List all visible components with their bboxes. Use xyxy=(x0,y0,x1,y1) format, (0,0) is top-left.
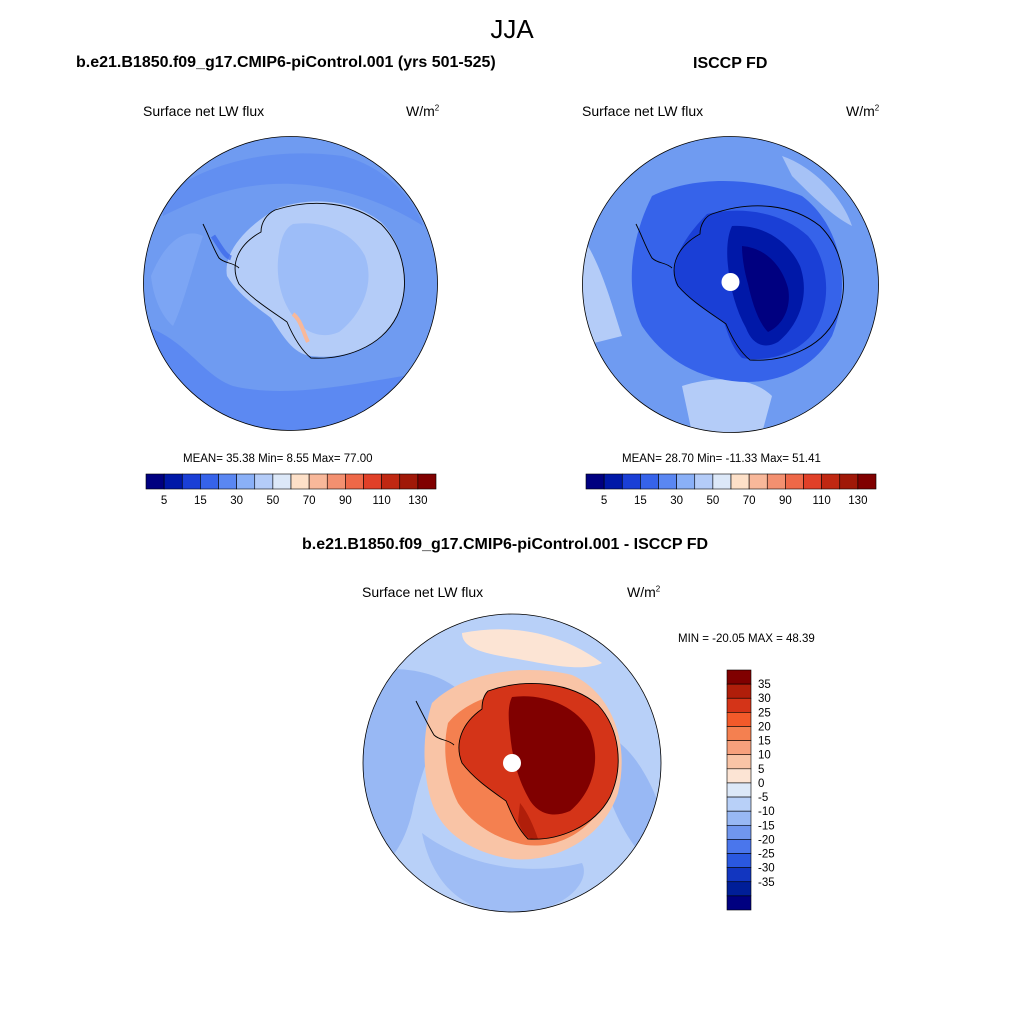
diff-units-label: W/m2 xyxy=(627,584,661,600)
diff-colorbar-tick-label: 25 xyxy=(758,707,771,719)
obs-colorbar-swatch xyxy=(730,473,750,490)
obs-colorbar-swatch xyxy=(640,473,659,490)
diff-colorbar-swatch xyxy=(726,782,752,798)
model-colorbar-swatch xyxy=(145,473,165,490)
diff-colorbar-tick-label: 35 xyxy=(758,679,771,691)
diff-colorbar-tick-label: -35 xyxy=(758,877,775,889)
obs-colorbar-swatch xyxy=(803,473,822,490)
diff-colorbar-swatch xyxy=(726,810,752,826)
model-colorbar-swatch xyxy=(236,473,256,490)
obs-colorbar-swatch xyxy=(712,473,732,490)
model-colorbar: 5 15 30 50 70 90 110 130 xyxy=(145,473,437,507)
obs-colorbar-tick-label: 15 xyxy=(634,495,647,507)
model-colorbar-tick-label: 50 xyxy=(266,495,279,507)
model-case-title: b.e21.B1850.f09_g17.CMIP6-piControl.001 … xyxy=(76,54,496,71)
diff-minmax-label: MIN = -20.05 MAX = 48.39 xyxy=(678,633,815,645)
obs-stats-label: MEAN= 28.70 Min= -11.33 Max= 51.41 xyxy=(622,453,821,465)
obs-colorbar-tick-label: 50 xyxy=(706,495,719,507)
season-title: JJA xyxy=(490,14,534,44)
diff-colorbar-tick-label: 30 xyxy=(758,693,771,705)
diff-colorbar-tick-label: 15 xyxy=(758,736,771,748)
diff-colorbar-swatch xyxy=(726,839,752,854)
obs-colorbar-swatch xyxy=(748,473,768,490)
diff-colorbar-tick-label: -20 xyxy=(758,834,775,846)
diff-colorbar-swatch xyxy=(726,712,752,727)
obs-colorbar-swatch xyxy=(676,473,696,490)
model-colorbar-swatch xyxy=(218,473,237,490)
diff-colorbar-swatch xyxy=(726,740,752,756)
obs-case-title: ISCCP FD xyxy=(693,55,768,72)
model-colorbar-swatch xyxy=(254,473,274,490)
diff-colorbar-swatch xyxy=(726,669,752,685)
model-colorbar-swatch xyxy=(345,473,364,490)
obs-colorbar-swatch xyxy=(621,473,641,490)
model-colorbar-tick-label: 110 xyxy=(372,495,390,507)
diff-colorbar-tick-label: 10 xyxy=(758,750,771,762)
diff-colorbar-tick-label: -5 xyxy=(758,792,768,804)
diff-title: b.e21.B1850.f09_g17.CMIP6-piControl.001 … xyxy=(302,536,709,553)
model-polar-map xyxy=(143,136,438,431)
obs-colorbar-tick-label: 30 xyxy=(670,495,683,507)
obs-colorbar-swatch xyxy=(839,473,859,490)
diff-polar-map xyxy=(362,613,662,913)
diff-colorbar-tick-label: -15 xyxy=(758,820,775,832)
diff-colorbar-tick-label: 0 xyxy=(758,778,764,790)
obs-colorbar-swatch xyxy=(603,473,623,490)
obs-colorbar-tick-label: 90 xyxy=(779,495,792,507)
diff-colorbar-swatch xyxy=(726,895,752,911)
obs-colorbar-swatch xyxy=(821,473,841,490)
model-colorbar-swatch xyxy=(163,473,183,490)
diff-colorbar-swatch xyxy=(726,824,752,840)
diff-colorbar: 35 30 25 20 15 10 5 0 -5 -10 -15 -20 -25 -30 -35 xyxy=(726,669,775,911)
model-units-label: W/m2 xyxy=(406,103,440,119)
diff-colorbar-swatch xyxy=(726,768,752,784)
model-colorbar-swatch xyxy=(200,473,219,490)
obs-colorbar-tick-label: 110 xyxy=(812,495,830,507)
model-colorbar-swatch xyxy=(417,473,437,490)
diff-colorbar-tick-label: 20 xyxy=(758,721,771,733)
model-colorbar-tick-label: 130 xyxy=(408,495,427,507)
model-colorbar-swatch xyxy=(272,473,292,490)
diff-colorbar-swatch xyxy=(726,867,752,883)
diff-colorbar-tick-label: -25 xyxy=(758,849,775,861)
model-colorbar-swatch xyxy=(308,473,328,490)
model-colorbar-tick-label: 15 xyxy=(194,495,207,507)
obs-colorbar-swatch xyxy=(694,473,714,490)
obs-variable-label: Surface net LW flux xyxy=(582,103,704,119)
model-colorbar-swatch xyxy=(363,473,382,490)
diff-colorbar-tick-label: 5 xyxy=(758,764,764,776)
model-colorbar-swatch xyxy=(181,473,201,490)
obs-colorbar-tick-label: 70 xyxy=(743,495,756,507)
diff-colorbar-swatch xyxy=(726,754,752,770)
diff-colorbar-swatch xyxy=(726,726,752,741)
model-colorbar-swatch xyxy=(290,473,310,490)
obs-colorbar-swatch xyxy=(585,473,605,490)
obs-colorbar-swatch xyxy=(857,473,877,490)
diff-colorbar-swatch xyxy=(726,683,752,699)
model-colorbar-tick-label: 90 xyxy=(339,495,352,507)
obs-colorbar: 5 15 30 50 70 90 110 130 xyxy=(585,473,877,507)
model-variable-label: Surface net LW flux xyxy=(143,103,265,119)
diff-colorbar-tick-label: -10 xyxy=(758,806,775,818)
model-stats-label: MEAN= 35.38 Min= 8.55 Max= 77.00 xyxy=(183,453,373,465)
obs-colorbar-swatch xyxy=(785,473,804,490)
diff-colorbar-swatch xyxy=(726,853,752,868)
obs-units-label: W/m2 xyxy=(846,103,880,119)
obs-colorbar-swatch xyxy=(766,473,786,490)
model-colorbar-tick-label: 30 xyxy=(230,495,243,507)
diff-colorbar-tick-label: -30 xyxy=(758,863,775,875)
model-colorbar-tick-label: 5 xyxy=(161,495,167,507)
diff-colorbar-swatch xyxy=(726,697,752,713)
model-colorbar-tick-label: 70 xyxy=(303,495,316,507)
diff-variable-label: Surface net LW flux xyxy=(362,584,484,600)
model-colorbar-swatch xyxy=(326,473,346,490)
model-colorbar-swatch xyxy=(399,473,419,490)
diff-colorbar-swatch xyxy=(726,881,752,897)
model-colorbar-swatch xyxy=(381,473,401,490)
diff-colorbar-swatch xyxy=(726,796,752,812)
obs-polar-map xyxy=(582,136,879,433)
obs-colorbar-tick-label: 130 xyxy=(848,495,867,507)
obs-colorbar-tick-label: 5 xyxy=(601,495,607,507)
obs-colorbar-swatch xyxy=(658,473,677,490)
